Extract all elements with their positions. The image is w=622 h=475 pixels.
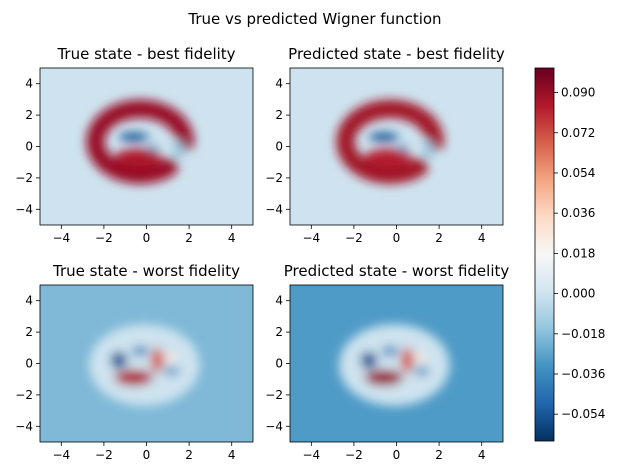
x-tick-label: −4 (302, 448, 320, 462)
heatmap-blob (110, 351, 128, 369)
heatmap-blob (414, 367, 430, 376)
x-tick-label: 4 (478, 448, 486, 462)
y-tick-label: 0 (275, 357, 283, 371)
colorbar-gradient (534, 67, 555, 442)
x-tick-label: 0 (393, 448, 401, 462)
y-tick-label: −4 (15, 419, 33, 433)
panel-2: Predicted state - best fidelity −4 −2 0 2 4 −4… (265, 45, 505, 245)
colorbar-tick-label: 0.090 (561, 86, 595, 100)
heatmap-blob (368, 132, 399, 142)
x-tick-label: 2 (185, 448, 193, 462)
heatmap-blob (173, 140, 184, 160)
x-tick-label: 0 (143, 231, 151, 245)
y-tick-label: −4 (15, 202, 33, 216)
y-tick-label: −2 (15, 388, 33, 402)
heatmap-image (40, 68, 253, 225)
y-tick-label: −4 (265, 202, 283, 216)
y-tick-label: 4 (275, 77, 283, 91)
panel-title: Predicted state - worst fidelity (284, 262, 510, 280)
heatmap-blob (397, 144, 409, 152)
y-tick-label: 4 (25, 77, 33, 91)
colorbar-tick-label: −0.018 (561, 327, 605, 341)
x-tick-label: 2 (435, 231, 443, 245)
heatmap-image (290, 68, 503, 225)
heatmap-blob (413, 352, 427, 362)
colorbar-tick-label: −0.054 (561, 407, 605, 421)
x-tick-label: −2 (345, 231, 363, 245)
y-tick-label: 0 (25, 140, 33, 154)
heatmap-blob (423, 140, 434, 160)
y-tick-label: 0 (275, 140, 283, 154)
x-tick-label: 0 (143, 448, 151, 462)
y-tick-label: −2 (265, 171, 283, 185)
colorbar-tick-label: 0.072 (561, 126, 595, 140)
heatmap-blob (147, 144, 159, 152)
heatmap-blob (164, 367, 180, 376)
x-tick-label: 4 (478, 231, 486, 245)
y-tick-label: 2 (25, 108, 33, 122)
heatmap-blob (131, 346, 149, 356)
heatmap-background (290, 68, 503, 225)
heatmap-blob (364, 369, 403, 386)
y-tick-label: 0 (25, 357, 33, 371)
x-tick-label: 2 (185, 231, 193, 245)
heatmap-image (40, 285, 253, 442)
colorbar-tick-label: 0.036 (561, 206, 595, 220)
heatmap-blob (118, 132, 149, 142)
heatmap-blob (364, 148, 412, 167)
heatmap-blob (360, 351, 378, 369)
y-tick-label: 2 (275, 325, 283, 339)
colorbar: −0.054 −0.036 −0.018 0.000 0.018 0.036 0.054 0.… (534, 67, 605, 442)
heatmap-blob (88, 324, 200, 406)
figure-suptitle: True vs predicted Wigner function (187, 10, 441, 28)
y-tick-label: −2 (15, 171, 33, 185)
colorbar-tick-label: 0.018 (561, 246, 595, 260)
heatmap-ring (336, 99, 444, 184)
heatmap-image (290, 285, 503, 442)
x-tick-label: 4 (228, 231, 236, 245)
x-tick-label: 4 (228, 448, 236, 462)
x-tick-label: −2 (95, 448, 113, 462)
y-tick-label: 4 (275, 294, 283, 308)
panel-title: True state - worst fidelity (52, 262, 240, 280)
panel-3: True state - worst fidelity −4 −2 0 2 4 −4 −2 0 2… (15, 262, 254, 462)
y-tick-label: 2 (25, 325, 33, 339)
heatmap-ring (86, 99, 194, 184)
x-tick-label: −2 (345, 448, 363, 462)
colorbar-tick-label: −0.036 (561, 367, 605, 381)
x-tick-label: 2 (435, 448, 443, 462)
heatmap-background (40, 68, 253, 225)
panel-1: True state - best fidelity −4 −2 0 2 4 −4 −2 0 2 4 (15, 45, 254, 245)
heatmap-blob (338, 324, 450, 406)
heatmap-blob (150, 347, 164, 373)
y-tick-label: −4 (265, 419, 283, 433)
heatmap-blob (114, 369, 153, 386)
heatmap-blob (400, 347, 414, 373)
heatmap-blob (163, 352, 177, 362)
x-tick-label: −4 (52, 448, 70, 462)
panel-title: Predicted state - best fidelity (288, 45, 505, 63)
x-tick-label: −4 (302, 231, 320, 245)
y-tick-label: −2 (265, 388, 283, 402)
x-tick-label: −2 (95, 231, 113, 245)
y-tick-label: 2 (275, 108, 283, 122)
y-tick-label: 4 (25, 294, 33, 308)
x-tick-label: −4 (52, 231, 70, 245)
panel-4: Predicted state - worst fidelity −4 −2 0 2 4 −… (265, 262, 509, 462)
colorbar-tick-label: 0.054 (561, 166, 595, 180)
colorbar-tick-label: 0.000 (561, 287, 595, 301)
panels-group: True state - best fidelity −4 −2 0 2 4 −4 −2 0 2 4… (15, 45, 509, 462)
heatmap-blob (381, 346, 399, 356)
panel-title: True state - best fidelity (56, 45, 235, 63)
x-tick-label: 0 (393, 231, 401, 245)
heatmap-blob (114, 148, 162, 167)
